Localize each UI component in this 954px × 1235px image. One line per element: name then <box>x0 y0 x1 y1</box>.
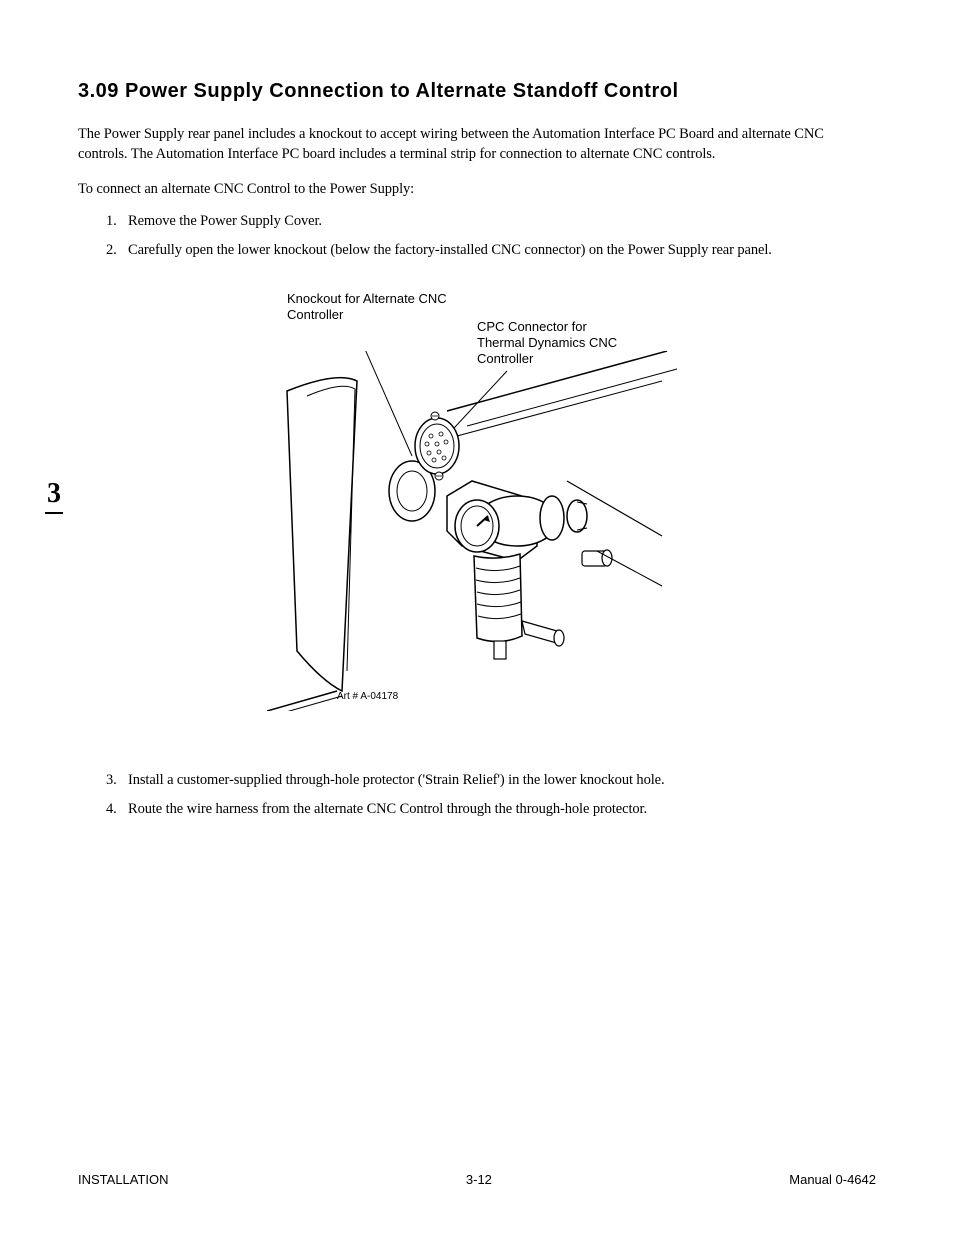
steps-list-b: 3. Install a customer-supplied through-h… <box>78 771 876 820</box>
technical-diagram: Knockout for Alternate CNC Controller CP… <box>267 291 687 721</box>
step-text: Remove the Power Supply Cover. <box>128 213 322 229</box>
step-item: 1. Remove the Power Supply Cover. <box>106 212 876 232</box>
step-text: Carefully open the lower knockout (below… <box>128 242 772 258</box>
intro-paragraph: The Power Supply rear panel includes a k… <box>78 125 876 164</box>
page-footer: INSTALLATION 3-12 Manual 0-4642 <box>78 1172 876 1187</box>
step-text: Install a customer-supplied through-hole… <box>128 772 665 788</box>
step-number: 4. <box>106 800 117 820</box>
step-item: 3. Install a customer-supplied through-h… <box>106 771 876 791</box>
step-number: 2. <box>106 241 117 261</box>
lead-in: To connect an alternate CNC Control to t… <box>78 180 876 200</box>
footer-left: INSTALLATION <box>78 1172 169 1187</box>
section-tab: 3 <box>45 478 63 514</box>
steps-list-a: 1. Remove the Power Supply Cover. 2. Car… <box>78 212 876 261</box>
step-item: 2. Carefully open the lower knockout (be… <box>106 241 876 261</box>
footer-right: Manual 0-4642 <box>789 1172 876 1187</box>
section-heading: 3.09 Power Supply Connection to Alternat… <box>78 80 876 103</box>
step-number: 1. <box>106 212 117 232</box>
footer-center: 3-12 <box>466 1172 492 1187</box>
diagram-svg <box>267 351 687 711</box>
step-text: Route the wire harness from the alternat… <box>128 801 647 817</box>
step-number: 3. <box>106 771 117 791</box>
figure-container: Knockout for Alternate CNC Controller CP… <box>78 291 876 721</box>
step-item: 4. Route the wire harness from the alter… <box>106 800 876 820</box>
callout-knockout: Knockout for Alternate CNC Controller <box>287 291 447 324</box>
